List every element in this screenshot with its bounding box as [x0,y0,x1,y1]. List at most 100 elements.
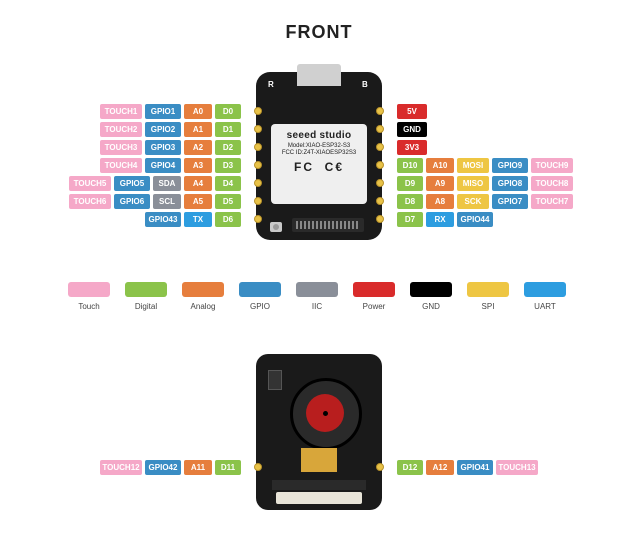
gold-pad [254,215,262,223]
pin-gpio8: GPIO8 [492,176,528,191]
pin-touch7: TOUCH7 [531,194,573,209]
gold-pad [254,125,262,133]
pin-gpio2: GPIO2 [145,122,181,137]
legend-label: GND [410,302,452,311]
legend-swatch [125,282,167,297]
camera-ribbon [276,492,362,504]
pin-gnd: GND [397,122,427,137]
pin-touch5: TOUCH5 [69,176,111,191]
pin-d4: D4 [215,176,241,191]
pin-3v3: 3V3 [397,140,427,155]
gold-pad [254,179,262,187]
legend-label: Touch [68,302,110,311]
pin-sck: SCK [457,194,489,209]
gold-pad [376,107,384,115]
pin-touch13: TOUCH13 [496,460,538,475]
pin-a1: A1 [184,122,212,137]
gold-pad [376,179,384,187]
legend-swatch [182,282,224,297]
gold-pad [376,197,384,205]
pin-gpio4: GPIO4 [145,158,181,173]
legend-swatch [296,282,338,297]
pin-d11: D11 [215,460,241,475]
pin-d12: D12 [397,460,423,475]
pin-d0: D0 [215,104,241,119]
pin-touch6: TOUCH6 [69,194,111,209]
pin-gpio6: GPIO6 [114,194,150,209]
gold-pad [254,143,262,151]
usb-c-port [297,64,341,86]
pin-5v: 5V [397,104,427,119]
pin-touch1: TOUCH1 [100,104,142,119]
pin-touch12: TOUCH12 [100,460,142,475]
pin-touch3: TOUCH3 [100,140,142,155]
pin-d1: D1 [215,122,241,137]
pin-tx: TX [184,212,212,227]
cert-logos: FC C€ [271,160,367,174]
gold-pad [376,215,384,223]
boot-label: B [362,80,368,89]
pin-gpio7: GPIO7 [492,194,528,209]
gold-pad [254,197,262,205]
pin-d6: D6 [215,212,241,227]
camera-bottom-connector [272,480,366,490]
legend-label: SPI [467,302,509,311]
pin-touch4: TOUCH4 [100,158,142,173]
pin-gpio42: GPIO42 [145,460,181,475]
ufl-connector [270,222,282,232]
pin-a3: A3 [184,158,212,173]
legend-label: UART [524,302,566,311]
legend-uart: UART [524,282,566,311]
brand-text: seeed studio [271,130,367,141]
pin-gpio41: GPIO41 [457,460,493,475]
pin-scl: SCL [153,194,181,209]
legend-label: GPIO [239,302,281,311]
pin-a9: A9 [426,176,454,191]
legend-touch: Touch [68,282,110,311]
legend-swatch [239,282,281,297]
pin-d2: D2 [215,140,241,155]
pin-gpio1: GPIO1 [145,104,181,119]
gold-pad [376,143,384,151]
pin-a4: A4 [184,176,212,191]
pin-d10: D10 [397,158,423,173]
pin-sda: SDA [153,176,181,191]
gold-pad [254,107,262,115]
legend-swatch [353,282,395,297]
camera-lens-dot [323,411,328,416]
pin-mosi: MOSI [457,158,489,173]
pin-miso: MISO [457,176,489,191]
camera-flex-cable [301,448,337,472]
model-text: Model:XIAO-ESP32-S3 [271,143,367,149]
legend-label: IIC [296,302,338,311]
pin-a11: A11 [184,460,212,475]
fcc-text: FCC ID:Z4T-XIAOESP32S3 [271,150,367,156]
pin-a8: A8 [426,194,454,209]
legend-digital: Digital [125,282,167,311]
pin-a10: A10 [426,158,454,173]
legend-label: Digital [125,302,167,311]
legend-gnd: GND [410,282,452,311]
legend-spi: SPI [467,282,509,311]
pin-d3: D3 [215,158,241,173]
pin-a12: A12 [426,460,454,475]
pin-touch9: TOUCH9 [531,158,573,173]
gold-pad [376,463,384,471]
pin-gpio9: GPIO9 [492,158,528,173]
legend-swatch [410,282,452,297]
legend-swatch [524,282,566,297]
pin-a2: A2 [184,140,212,155]
pin-gpio44: GPIO44 [457,212,493,227]
pin-d5: D5 [215,194,241,209]
legend-gpio: GPIO [239,282,281,311]
pin-gpio43: GPIO43 [145,212,181,227]
title: FRONT [0,22,638,43]
gold-pad [376,161,384,169]
pin-gpio5: GPIO5 [114,176,150,191]
legend-swatch [467,282,509,297]
pin-d9: D9 [397,176,423,191]
pin-d7: D7 [397,212,423,227]
pin-d8: D8 [397,194,423,209]
bottom-connector-pins [296,221,360,229]
pin-gpio3: GPIO3 [145,140,181,155]
